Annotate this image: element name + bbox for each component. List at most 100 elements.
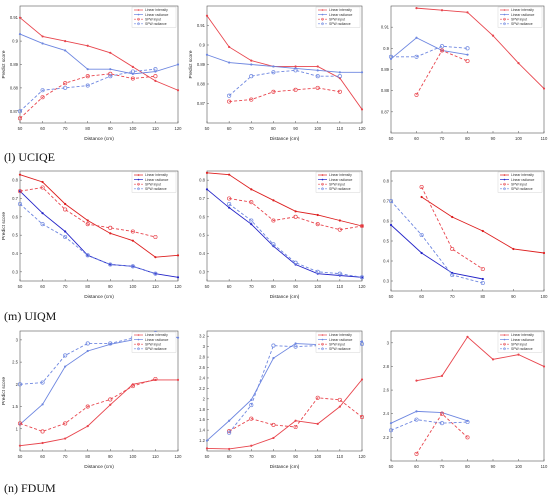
legend-marker	[321, 338, 324, 341]
data-point	[153, 74, 158, 79]
x-tick-label: 50	[18, 454, 23, 459]
data-point	[40, 380, 45, 385]
data-point	[420, 251, 423, 255]
x-tick-label: 120	[175, 454, 183, 459]
chart-svg: 50 60 70 80 90 100 110 2.2 2.4 2.6 2.8 3 Linear inte…	[383, 330, 548, 469]
data-point	[271, 242, 276, 247]
data-point	[465, 46, 470, 51]
series-line	[19, 187, 156, 238]
legend-marker	[503, 338, 506, 341]
data-point	[86, 349, 89, 353]
chart-panel-uiqm-1: 50 60 70 80 90 100 110 120 0.3 0.4 0.5 0.6 0.7 0.8 Dis…	[0, 165, 184, 303]
y-tick-label: 0.88	[381, 88, 390, 93]
data-point	[63, 353, 68, 358]
data-point	[18, 16, 22, 19]
x-tick-label: 100	[129, 126, 137, 131]
data-point	[249, 218, 254, 223]
x-tick-label: 80	[465, 136, 470, 141]
data-point	[85, 253, 90, 258]
legend-label: Linear intensity	[511, 8, 534, 12]
x-tick-label: 50	[18, 284, 23, 289]
data-point	[227, 99, 232, 104]
data-point	[85, 222, 90, 227]
data-point	[41, 403, 44, 406]
series-line	[19, 68, 156, 112]
legend-marker	[137, 9, 140, 11]
data-point	[338, 219, 341, 222]
legend-marker	[137, 22, 140, 26]
legend-label: Linear radiance	[511, 338, 534, 342]
data-point	[18, 173, 22, 176]
data-point	[337, 89, 342, 94]
data-point	[108, 74, 113, 79]
series-line	[206, 54, 362, 73]
data-point	[250, 63, 253, 66]
legend-marker	[137, 174, 140, 176]
y-tick-label: 1.8	[199, 407, 205, 412]
y-tick-label: 0.5	[12, 233, 18, 238]
series-line	[19, 33, 179, 75]
data-point	[480, 266, 485, 272]
data-point	[176, 254, 180, 257]
legend-marker	[321, 334, 324, 336]
legend-marker	[503, 9, 506, 11]
series-line	[228, 343, 363, 434]
data-point	[272, 65, 275, 68]
x-tick-label: 60	[227, 284, 232, 289]
y-tick-label: 2.8	[383, 364, 389, 369]
x-tick-label: 100	[129, 284, 137, 289]
data-point	[389, 223, 393, 227]
data-point	[176, 63, 180, 66]
data-point	[108, 262, 113, 267]
data-point	[41, 180, 44, 184]
x-tick-label: 80	[271, 284, 276, 289]
legend-marker	[321, 174, 324, 176]
y-tick-label: 2.2	[199, 386, 205, 391]
data-point	[250, 223, 253, 226]
series-line	[416, 49, 468, 96]
data-point	[419, 232, 424, 238]
y-tick-label: 2.6	[383, 388, 389, 393]
chart-panel-uiqm-3: 50 60 70 80 90 100 0.3 0.4 0.5 0.6 0.7 0.8 Linear in…	[371, 165, 550, 303]
data-point	[360, 378, 364, 381]
y-tick-label: 0.4	[12, 251, 18, 256]
legend-marker	[503, 174, 506, 176]
y-tick-label: 2.6	[199, 365, 205, 370]
data-point	[517, 62, 520, 65]
plot-frame	[390, 170, 545, 292]
legend-marker	[503, 342, 506, 346]
data-point	[17, 116, 23, 121]
data-point	[18, 32, 22, 36]
data-point	[205, 14, 209, 17]
legend-box	[315, 6, 361, 28]
x-tick-label: 120	[359, 126, 367, 131]
legend-label: Linear radiance	[511, 13, 534, 17]
x-tick-label: 90	[491, 136, 496, 141]
y-tick-label: 0.91	[197, 23, 206, 28]
y-tick-label: 0.7	[199, 196, 205, 201]
x-tick-label: 80	[271, 454, 276, 459]
data-point	[481, 277, 484, 281]
data-point	[414, 92, 419, 97]
chart-panel-fdum-3: 50 60 70 80 90 100 110 2.2 2.4 2.6 2.8 3 Linear inte…	[371, 325, 550, 473]
data-point	[109, 403, 112, 406]
data-point	[420, 195, 423, 199]
data-point	[17, 382, 23, 387]
legend-box	[315, 331, 361, 353]
legend-label: Linear radiance	[145, 178, 168, 182]
legend-label: SPW radiance	[511, 187, 533, 191]
legend-label: Linear radiance	[145, 338, 168, 342]
data-point	[316, 213, 319, 217]
data-point	[512, 247, 515, 251]
data-point	[154, 256, 157, 259]
data-point	[293, 260, 298, 265]
data-point	[109, 68, 112, 71]
legend-marker	[503, 13, 506, 16]
legend-box	[131, 6, 177, 28]
data-point	[40, 88, 45, 93]
legend-label: SPW radiance	[329, 347, 351, 351]
legend-marker	[503, 22, 506, 26]
data-point	[271, 70, 276, 75]
chart-svg: 50 60 70 80 90 100 110 120 0.87 0.88 0.89 0.9 0.91 Di…	[188, 5, 367, 142]
data-point	[109, 263, 112, 266]
